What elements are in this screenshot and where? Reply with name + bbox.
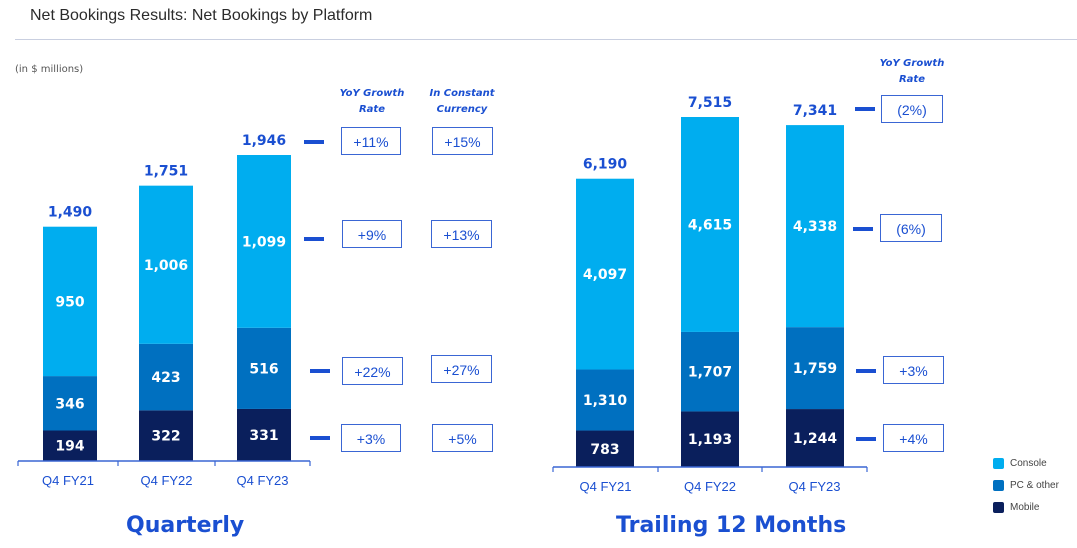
t-yoy-mobile: +4% [883, 424, 944, 452]
bar-segment-mobile [43, 430, 97, 461]
bar-segment-pc-other [786, 327, 844, 410]
legend-swatch [993, 480, 1004, 491]
growth-connector [856, 437, 876, 441]
bar-segment-pc-other [43, 376, 97, 431]
legend-mobile: Mobile [993, 502, 1039, 513]
title-divider [15, 39, 1077, 40]
segment-label: 1,193 [688, 432, 732, 448]
total-label: 1,751 [144, 164, 188, 180]
quarterly-yoy-header: YoY Growth Rate [328, 86, 416, 118]
legend-pc-other: PC & other [993, 480, 1059, 491]
bar-segment-mobile [237, 408, 291, 461]
t-yoy-total: (2%) [881, 95, 943, 123]
header-line: Rate [358, 104, 385, 115]
t-yoy-pc: +3% [883, 356, 944, 384]
header-line: YoY Growth [339, 88, 405, 99]
segment-label: 4,338 [793, 219, 837, 235]
legend-swatch [993, 502, 1004, 513]
bar-segment-pc-other [237, 327, 291, 409]
segment-label: 194 [55, 439, 84, 455]
growth-connector [310, 436, 330, 440]
ttm-title: Trailing 12 Months [616, 513, 847, 538]
segment-label: 322 [151, 429, 180, 445]
header-line: Rate [898, 74, 925, 85]
segment-label: 950 [55, 294, 84, 310]
bar-segment-pc-other [576, 369, 634, 431]
bar-segment-pc-other [681, 331, 739, 412]
total-label: 7,341 [793, 103, 837, 119]
total-label: 1,946 [242, 133, 286, 149]
bar-segment-console [43, 226, 97, 377]
growth-connector [304, 237, 324, 241]
category-label: Q4 FY22 [684, 479, 736, 494]
quarterly-cc-header: In Constant Currency [418, 86, 506, 118]
growth-connector [855, 107, 875, 111]
segment-label: 331 [249, 428, 278, 444]
q-yoy-total: +11% [341, 127, 401, 155]
category-label: Q4 FY21 [42, 473, 94, 488]
legend-label: PC & other [1010, 480, 1059, 492]
segment-label: 423 [151, 370, 180, 386]
category-label: Q4 FY22 [140, 473, 192, 488]
segment-label: 1,244 [793, 431, 838, 447]
total-label: 7,515 [688, 95, 732, 111]
q-yoy-console: +9% [342, 220, 402, 248]
header-line: In Constant [429, 88, 495, 99]
category-label: Q4 FY21 [579, 479, 631, 494]
ttm-yoy-header: YoY Growth Rate [868, 56, 956, 88]
segment-label: 1,759 [793, 361, 837, 377]
total-label: 6,190 [583, 157, 628, 173]
legend-console: Console [993, 458, 1047, 469]
legend-swatch [993, 458, 1004, 469]
bar-segment-console [786, 125, 844, 328]
segment-label: 4,097 [583, 267, 627, 283]
bar-segment-mobile [576, 430, 634, 467]
segment-label: 346 [55, 396, 84, 412]
category-label: Q4 FY23 [236, 473, 288, 488]
q-cc-mobile: +5% [432, 424, 493, 452]
growth-connector [310, 369, 330, 373]
q-yoy-mobile: +3% [341, 424, 401, 452]
bar-segment-console [139, 185, 193, 344]
total-label: 1,490 [48, 205, 93, 221]
growth-connector [304, 140, 324, 144]
header-line: Currency [436, 104, 488, 115]
bar-segment-console [576, 178, 634, 370]
bar-segment-pc-other [139, 343, 193, 411]
legend-label: Mobile [1010, 502, 1040, 514]
growth-connector [853, 227, 873, 231]
page-title: Net Bookings Results: Net Bookings by Pl… [30, 7, 373, 24]
t-yoy-console: (6%) [880, 214, 942, 242]
q-yoy-pc: +22% [342, 357, 403, 385]
bar-segment-console [237, 155, 291, 328]
q-cc-pc: +27% [431, 355, 492, 383]
segment-label: 4,615 [688, 217, 732, 233]
legend-label: Console [1010, 458, 1047, 470]
q-cc-total: +15% [432, 127, 493, 155]
segment-label: 516 [249, 361, 278, 377]
bar-segment-mobile [139, 410, 193, 461]
segment-label: 1,099 [242, 234, 286, 250]
q-cc-console: +13% [431, 220, 492, 248]
segment-label: 1,310 [583, 393, 628, 409]
bar-segment-console [681, 117, 739, 332]
growth-connector [856, 369, 876, 373]
unit-note: (in $ millions) [15, 64, 84, 75]
segment-label: 1,006 [144, 258, 188, 274]
segment-label: 1,707 [688, 365, 732, 381]
segment-label: 783 [590, 442, 619, 458]
header-line: YoY Growth [879, 58, 945, 69]
quarterly-title: Quarterly [126, 513, 245, 538]
category-label: Q4 FY23 [788, 479, 840, 494]
bar-segment-mobile [786, 409, 844, 467]
bar-segment-mobile [681, 411, 739, 467]
